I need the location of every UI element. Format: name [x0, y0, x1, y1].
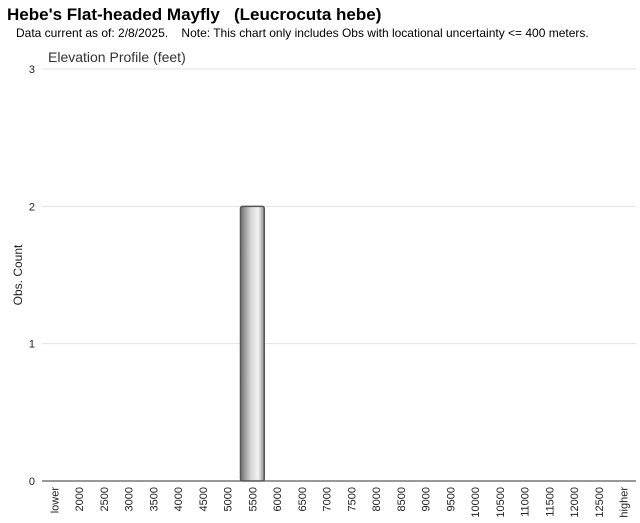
- x-tick-label: 5000: [223, 487, 235, 511]
- x-tick-label: 8000: [371, 487, 383, 511]
- x-tick-label: 4500: [198, 487, 210, 511]
- x-tick-label: 11500: [544, 487, 556, 517]
- bar: [239, 205, 266, 482]
- x-tick-label: 3000: [124, 487, 136, 511]
- x-tick-label: 5500: [247, 487, 259, 511]
- x-tick-label: 6500: [297, 487, 309, 511]
- x-tick-label: 7500: [346, 487, 358, 511]
- x-tick-label: 3500: [148, 487, 160, 511]
- x-tick-label: 12500: [594, 487, 606, 518]
- y-tick-label: 0: [29, 476, 35, 488]
- x-tick-label: higher: [619, 487, 631, 518]
- x-tick-label: 7000: [322, 487, 334, 511]
- y-tick-label: 3: [29, 64, 35, 76]
- x-tick-label: 8500: [396, 487, 408, 511]
- x-tick-label: 2000: [74, 487, 86, 511]
- y-tick-label: 1: [29, 339, 35, 351]
- x-tick-label: 10000: [470, 487, 482, 518]
- x-tick-label: lower: [49, 487, 61, 514]
- x-tick-label: 12000: [569, 487, 581, 518]
- x-tick-label: 6000: [272, 487, 284, 511]
- chart-title: Elevation Profile (feet): [48, 49, 186, 65]
- x-tick-label: 11000: [520, 487, 532, 517]
- page-subtitle: Data current as of: 2/8/2025. Note: This…: [16, 26, 589, 40]
- y-tick-label: 2: [29, 201, 35, 213]
- y-axis-label: Obs. Count: [11, 244, 25, 305]
- x-tick-label: 4000: [173, 487, 185, 511]
- page-title: Hebe's Flat-headed Mayfly (Leucrocuta he…: [7, 5, 382, 24]
- x-tick-label: 2500: [99, 487, 111, 511]
- x-tick-label: 9000: [421, 487, 433, 511]
- x-tick-label: 9500: [445, 487, 457, 511]
- x-tick-label: 10500: [495, 487, 507, 518]
